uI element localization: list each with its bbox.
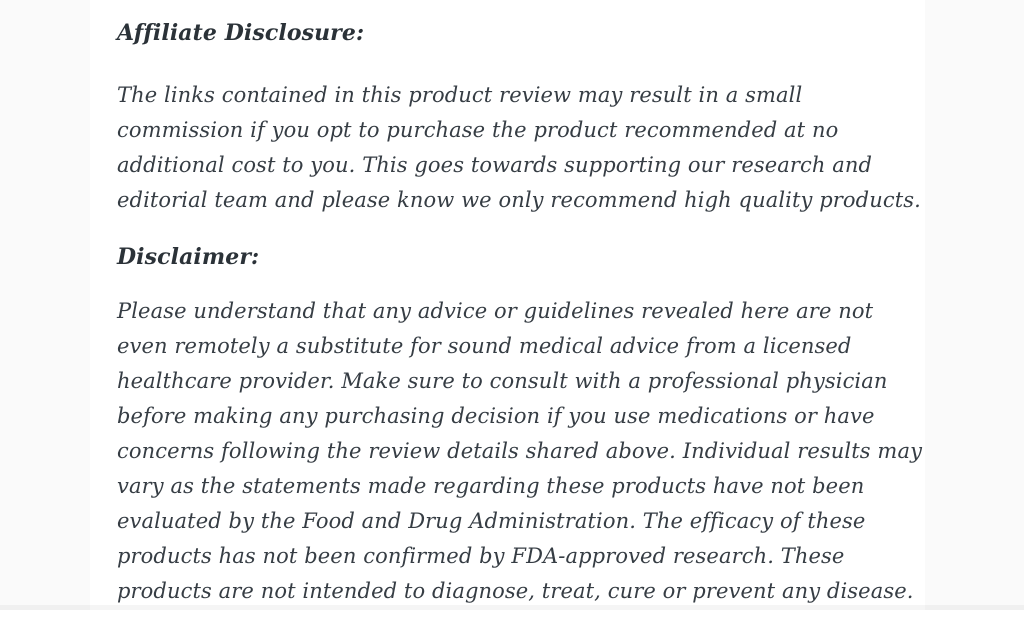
- page: { "page": { "background_color": "#ffffff…: [0, 0, 1024, 610]
- content-bottom-edge: [0, 605, 1024, 610]
- affiliate-disclosure-paragraph: The links contained in this product revi…: [117, 83, 921, 212]
- disclaimer-paragraph: Please understand that any advice or gui…: [117, 299, 923, 603]
- page-right-margin: [925, 0, 1024, 610]
- disclaimer-heading: Disclaimer:: [117, 244, 260, 270]
- affiliate-disclosure-heading: Affiliate Disclosure:: [117, 20, 365, 46]
- article-content: Affiliate Disclosure: The links containe…: [117, 0, 925, 631]
- page-left-margin: [0, 0, 90, 610]
